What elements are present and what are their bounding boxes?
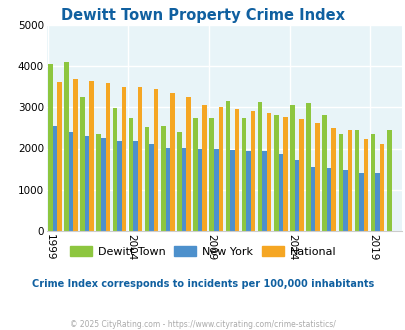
Bar: [358, 173, 363, 231]
Bar: [225, 101, 230, 231]
Text: Dewitt Town Property Crime Index: Dewitt Town Property Crime Index: [61, 8, 344, 23]
Bar: [246, 150, 250, 231]
Bar: [89, 81, 94, 231]
Bar: [294, 160, 298, 231]
Bar: [153, 89, 158, 231]
Bar: [305, 103, 310, 231]
Bar: [386, 129, 390, 231]
Bar: [298, 119, 303, 231]
Bar: [137, 86, 142, 231]
Bar: [290, 105, 294, 231]
Bar: [202, 105, 207, 231]
Bar: [197, 149, 202, 231]
Bar: [52, 126, 57, 231]
Bar: [257, 102, 262, 231]
Bar: [209, 117, 213, 231]
Bar: [96, 134, 101, 231]
Bar: [64, 62, 68, 231]
Bar: [379, 144, 384, 231]
Bar: [170, 93, 174, 231]
Bar: [282, 117, 287, 231]
Bar: [68, 132, 73, 231]
Bar: [262, 150, 266, 231]
Bar: [122, 86, 126, 231]
Bar: [315, 123, 319, 231]
Text: Crime Index corresponds to incidents per 100,000 inhabitants: Crime Index corresponds to incidents per…: [32, 279, 373, 289]
Bar: [342, 170, 347, 231]
Bar: [105, 82, 110, 231]
Bar: [57, 82, 62, 231]
Bar: [161, 126, 165, 231]
Bar: [354, 129, 358, 231]
Bar: [165, 148, 170, 231]
Bar: [370, 134, 375, 231]
Bar: [133, 142, 137, 231]
Bar: [80, 97, 85, 231]
Bar: [218, 107, 222, 231]
Bar: [250, 111, 255, 231]
Bar: [85, 136, 89, 231]
Bar: [112, 108, 117, 231]
Bar: [101, 138, 105, 231]
Bar: [48, 63, 52, 231]
Bar: [241, 118, 246, 231]
Bar: [193, 118, 197, 231]
Bar: [273, 115, 278, 231]
Bar: [338, 134, 342, 231]
Bar: [73, 79, 77, 231]
Legend: Dewitt Town, New York, National: Dewitt Town, New York, National: [65, 242, 340, 261]
Bar: [149, 144, 153, 231]
Text: © 2025 CityRating.com - https://www.cityrating.com/crime-statistics/: © 2025 CityRating.com - https://www.city…: [70, 320, 335, 329]
Bar: [347, 129, 351, 231]
Bar: [117, 141, 121, 231]
Bar: [230, 150, 234, 231]
Bar: [330, 128, 335, 231]
Bar: [310, 167, 315, 231]
Bar: [375, 173, 379, 231]
Bar: [145, 127, 149, 231]
Bar: [234, 109, 239, 231]
Bar: [128, 118, 133, 231]
Bar: [213, 149, 218, 231]
Bar: [278, 154, 282, 231]
Bar: [363, 139, 367, 231]
Bar: [322, 115, 326, 231]
Bar: [186, 96, 190, 231]
Bar: [326, 168, 330, 231]
Bar: [181, 148, 186, 231]
Bar: [177, 132, 181, 231]
Bar: [266, 113, 271, 231]
